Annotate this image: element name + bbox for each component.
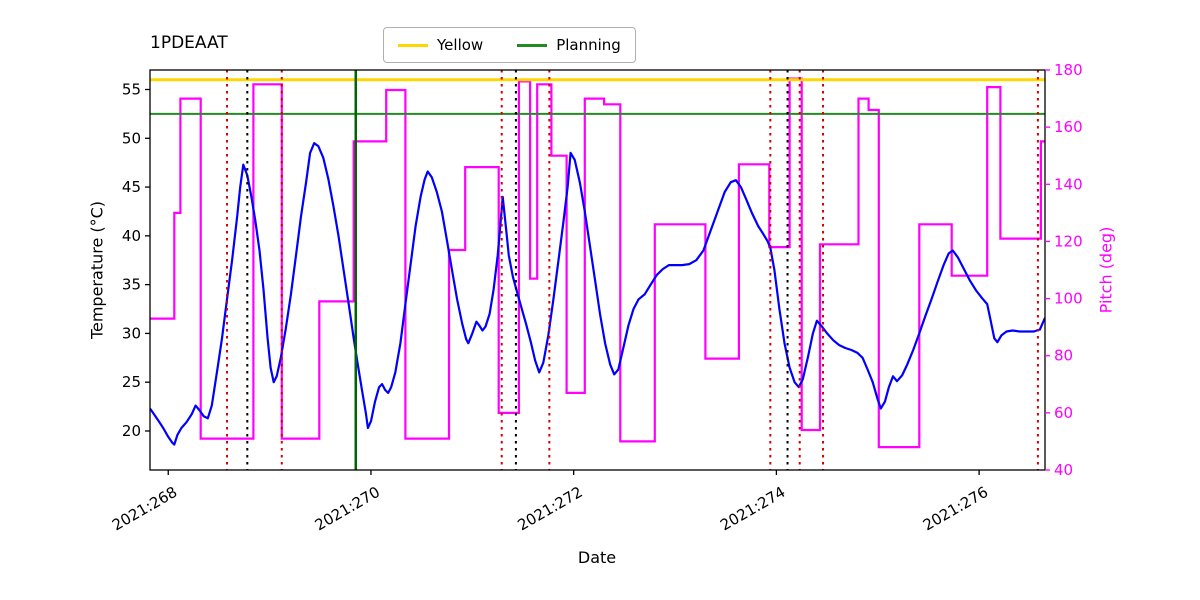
temperature-tick-label: 35	[122, 276, 141, 294]
legend: Yellow Planning	[383, 27, 636, 63]
legend-item-yellow: Yellow	[398, 36, 483, 54]
date-tick-label: 2021:276	[920, 483, 991, 535]
pitch-tick-label: 40	[1054, 461, 1073, 479]
y-axis-label-temperature: Temperature (°C)	[87, 200, 107, 340]
planning-limit-swatch	[517, 43, 548, 47]
temperature-tick-label: 40	[122, 227, 141, 245]
y-axis-label-pitch: Pitch (deg)	[1096, 226, 1116, 314]
temperature-tick-label: 50	[122, 129, 141, 147]
temperature-line	[150, 142, 1045, 446]
chart-title: 1PDEAAT	[150, 33, 228, 53]
date-tick-label: 2021:274	[717, 483, 788, 535]
pitch-tick-label: 80	[1054, 347, 1073, 365]
plot-frame	[149, 69, 1046, 471]
temperature-tick-label: 25	[122, 373, 141, 391]
temperature-tick-label: 55	[122, 81, 141, 99]
pitch-tick-label: 140	[1054, 175, 1083, 193]
x-axis-label-date: Date	[577, 548, 617, 567]
yellow-limit-swatch	[398, 43, 428, 47]
date-tick-label: 2021:268	[109, 483, 180, 535]
temperature-tick-label: 20	[122, 422, 141, 440]
pitch-tick-label: 180	[1054, 61, 1083, 79]
pitch-tick-label: 100	[1054, 290, 1083, 308]
temperature-tick-label: 45	[122, 178, 141, 196]
pitch-line	[150, 77, 1045, 449]
legend-item-planning: Planning	[517, 36, 621, 54]
pitch-tick-label: 160	[1054, 118, 1083, 136]
series-layer	[150, 77, 1045, 449]
legend-label-yellow: Yellow	[437, 36, 484, 54]
temperature-tick-label: 30	[122, 324, 141, 342]
date-tick-label: 2021:270	[312, 483, 383, 535]
pitch-tick-label: 60	[1054, 404, 1073, 422]
pitch-tick-label: 120	[1054, 232, 1083, 250]
legend-label-planning: Planning	[556, 36, 621, 54]
date-tick-label: 2021:272	[514, 483, 585, 535]
